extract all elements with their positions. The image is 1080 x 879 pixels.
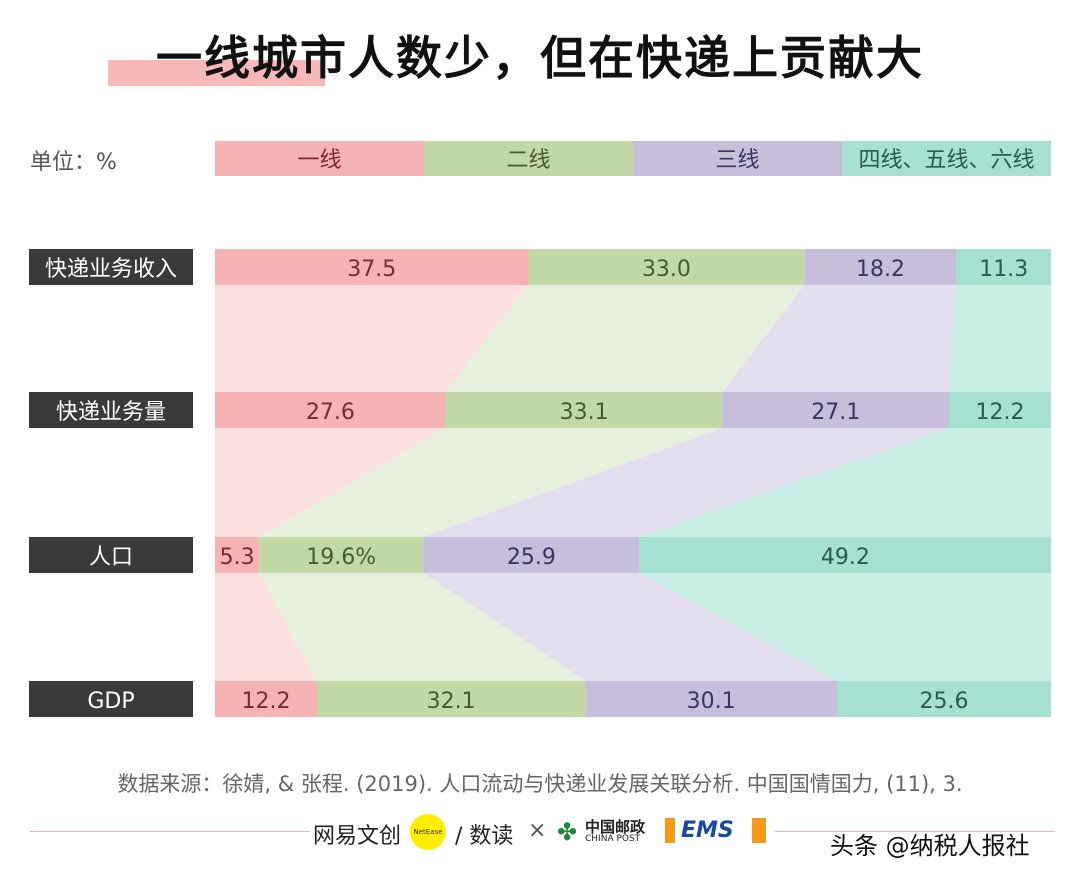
data-label: 18.2	[856, 257, 905, 282]
legend-swatch	[633, 141, 842, 176]
bar-segment	[423, 537, 640, 573]
bar-segment	[215, 537, 260, 573]
netease-badge: NetEase	[410, 814, 446, 850]
bar-segment	[804, 249, 957, 285]
data-label: 33.1	[560, 400, 609, 425]
netease-logo: 网易文创	[313, 818, 402, 850]
flow-band	[949, 285, 1051, 392]
row-label: 人口	[89, 545, 133, 570]
data-label: 30.1	[687, 689, 736, 714]
flow-band	[639, 573, 1051, 681]
title-highlight	[108, 60, 325, 86]
bar-segment	[949, 392, 1051, 428]
row-label-box	[29, 392, 193, 428]
data-label: 11.3	[979, 257, 1028, 282]
bar-segment	[956, 249, 1051, 285]
bar-segment	[585, 681, 837, 717]
ems-logo: EMS	[665, 818, 766, 843]
row-label-box	[29, 537, 193, 573]
flow-band	[722, 285, 957, 392]
data-label: 12.2	[242, 689, 291, 714]
times-sign: ×	[528, 818, 547, 843]
bar-segment	[215, 681, 317, 717]
unit-label: 单位：%	[30, 150, 117, 175]
legend-label: 一线	[297, 148, 341, 173]
legend-label: 二线	[506, 148, 550, 173]
legend-label: 三线	[715, 148, 759, 173]
watermark: 头条 @纳税人报社	[830, 832, 1030, 860]
shudu-logo: / 数读	[455, 818, 514, 850]
bar-segment	[445, 392, 723, 428]
flow-band	[215, 428, 446, 537]
bar-segment	[215, 392, 446, 428]
china-post-icon: ✤	[557, 818, 578, 846]
row-label-box	[29, 249, 193, 285]
legend-swatch	[215, 141, 424, 176]
bar-segment	[316, 681, 586, 717]
china-post-en: CHINA POST	[585, 834, 641, 844]
data-label: 25.9	[507, 545, 556, 570]
flow-band	[215, 573, 317, 681]
legend-swatch	[424, 141, 633, 176]
flow-band	[639, 428, 1051, 537]
row-label: GDP	[87, 689, 134, 714]
data-label: 12.2	[976, 400, 1025, 425]
data-label: 27.6	[306, 400, 355, 425]
data-label: 33.0	[642, 257, 691, 282]
flow-band	[423, 573, 837, 681]
footer-divider-right	[775, 831, 1055, 832]
data-source: 数据来源：徐婧, & 张程. (2019). 人口流动与快递业发展关联分析. 中…	[117, 772, 963, 796]
flow-band	[259, 428, 723, 537]
data-label: 25.6	[919, 689, 968, 714]
bar-segment	[722, 392, 950, 428]
flow-band	[215, 285, 529, 392]
legend-label: 四线、五线、六线	[858, 148, 1034, 173]
flow-band	[445, 285, 805, 392]
flow-band	[259, 573, 586, 681]
data-label: 27.1	[811, 400, 860, 425]
bar-segment	[528, 249, 805, 285]
bar-segment	[639, 537, 1051, 573]
data-label: 37.5	[347, 257, 396, 282]
bar-segment	[836, 681, 1051, 717]
legend-swatch	[842, 141, 1051, 176]
data-label: 5.3	[220, 545, 255, 570]
china-post-logo: 中国邮政	[585, 816, 646, 837]
data-label: 19.6%	[306, 545, 376, 570]
bar-segment	[259, 537, 424, 573]
flow-band	[423, 428, 950, 537]
bar-segment	[215, 249, 529, 285]
footer-divider-left	[30, 831, 310, 832]
row-label: 快递业务收入	[45, 257, 177, 282]
data-label: 32.1	[427, 689, 476, 714]
row-label: 快递业务量	[56, 400, 166, 425]
data-label: 49.2	[821, 545, 870, 570]
chart-title: 一线城市人数少，但在快递上贡献大	[156, 31, 924, 85]
row-label-box	[29, 681, 193, 717]
